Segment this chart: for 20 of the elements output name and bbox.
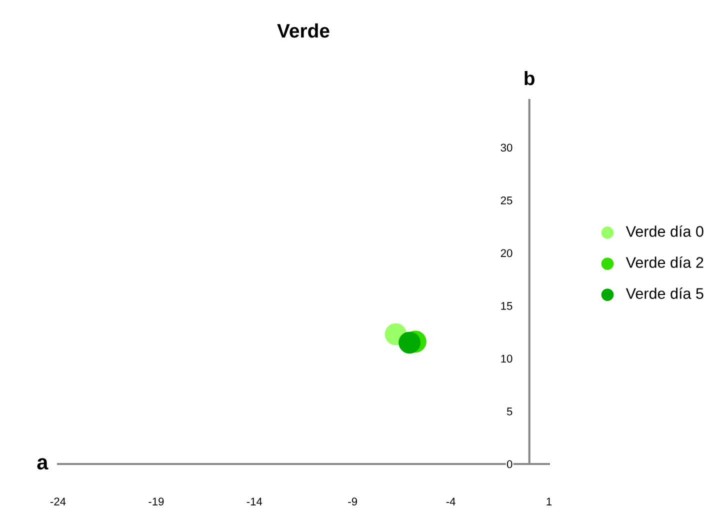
point — [398, 332, 421, 354]
chart-title: Verde — [277, 23, 330, 38]
x-tick-label: -9 — [348, 498, 358, 506]
x-tick-label: -24 — [50, 498, 66, 506]
x-tick-label: -19 — [148, 498, 164, 506]
y-tick-label: 0 — [506, 460, 512, 468]
x-tick-label: 1 — [546, 498, 552, 506]
y-tick-label: 20 — [500, 249, 512, 258]
y-tick-label: 15 — [501, 302, 512, 310]
x-axis-title: a — [37, 458, 48, 470]
y-tick-label: 10 — [501, 354, 512, 363]
legend-label: Verde día 2 — [626, 256, 704, 268]
y-tick-label: 5 — [506, 408, 512, 416]
y-axis-title: b — [524, 70, 534, 86]
y-tick-label: 25 — [500, 196, 512, 204]
x-tick-label: -4 — [446, 498, 456, 506]
legend-label: Verde día 5 — [626, 288, 704, 299]
legend-label: Verde día 0 — [626, 225, 704, 237]
y-tick-label: 30 — [500, 144, 512, 152]
x-tick-label: -14 — [246, 498, 262, 506]
